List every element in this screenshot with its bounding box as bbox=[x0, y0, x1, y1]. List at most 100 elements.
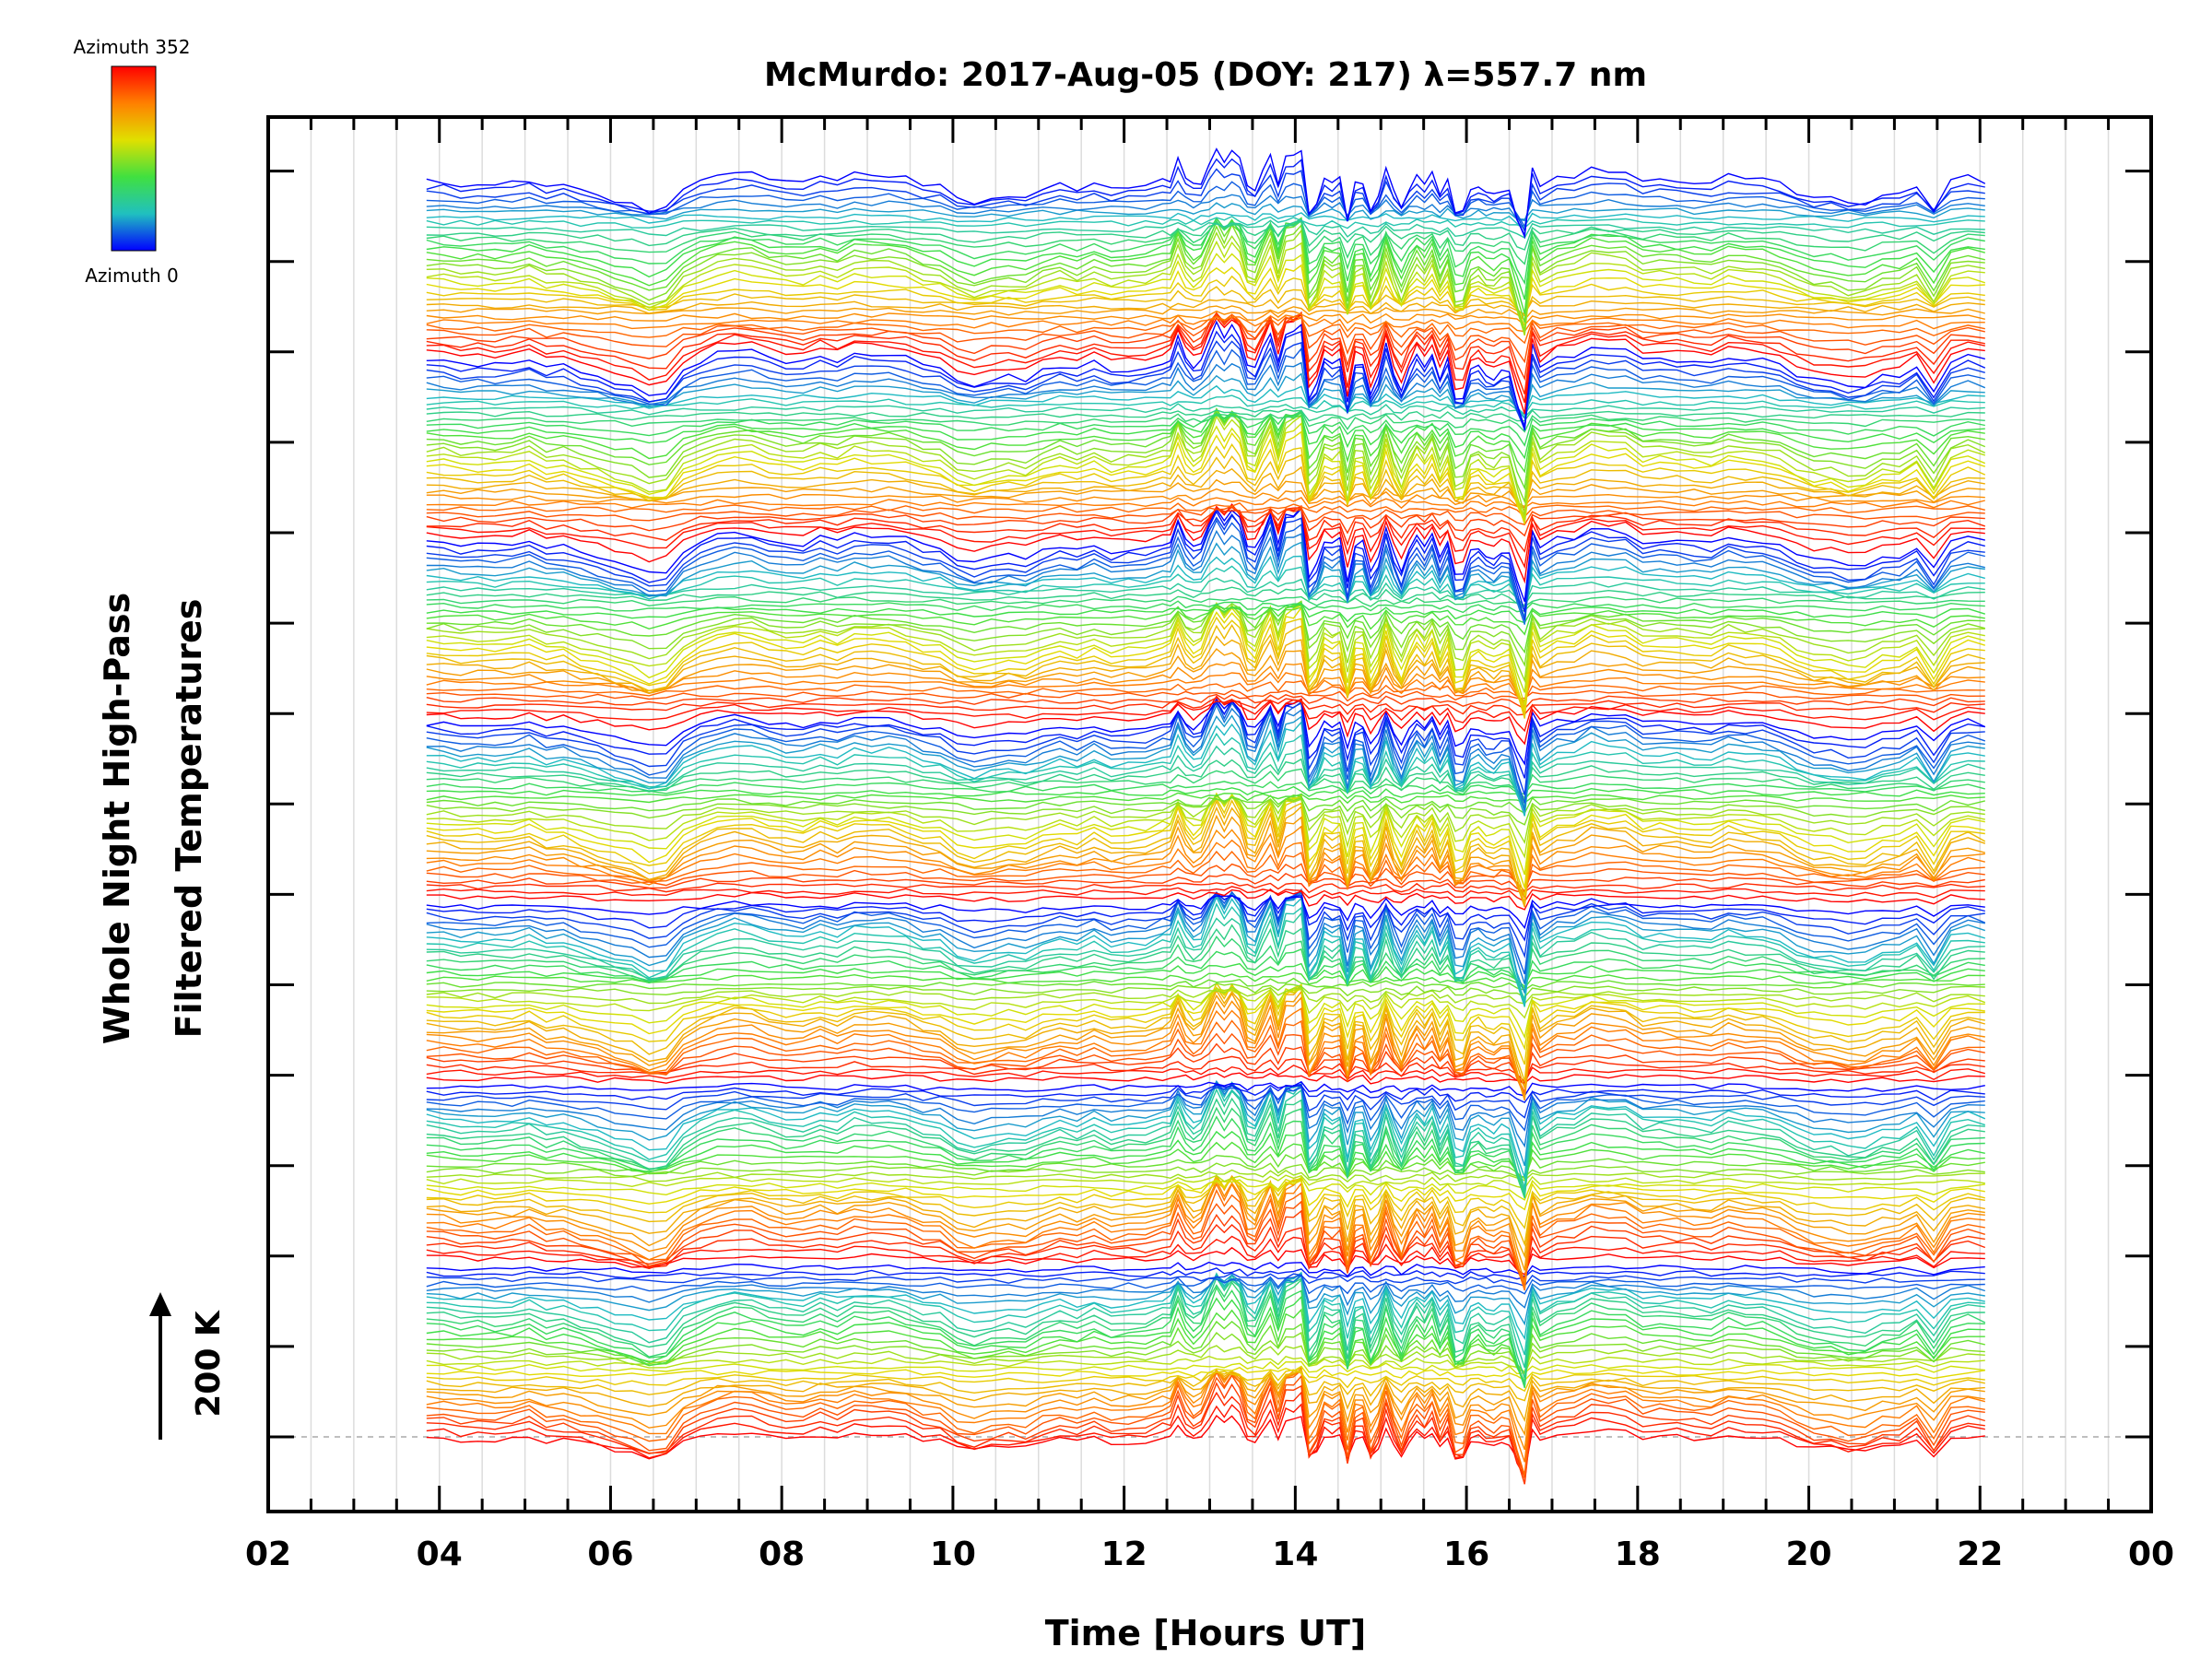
azimuth-trace bbox=[426, 1286, 1985, 1388]
azimuth-trace bbox=[426, 478, 1985, 508]
azimuth-trace bbox=[426, 1320, 1985, 1383]
azimuth-trace bbox=[426, 1414, 1985, 1477]
azimuth-trace bbox=[426, 1278, 1986, 1385]
azimuth-trace bbox=[426, 394, 1985, 416]
x-tick-label: 22 bbox=[1957, 1535, 2003, 1573]
azimuth-trace bbox=[426, 982, 1985, 998]
azimuth-trace bbox=[426, 793, 1985, 897]
x-tick-label: 00 bbox=[2128, 1535, 2174, 1573]
azimuth-trace bbox=[426, 565, 1985, 613]
azimuth-trace bbox=[426, 882, 1985, 894]
azimuth-trace bbox=[426, 895, 1985, 930]
azimuth-trace bbox=[426, 794, 1985, 815]
x-tick-label: 04 bbox=[417, 1535, 463, 1573]
azimuth-trace bbox=[426, 698, 1985, 733]
x-axis-label: Time [Hours UT] bbox=[1045, 1613, 1367, 1653]
azimuth-trace bbox=[426, 384, 1985, 417]
azimuth-trace bbox=[426, 519, 1985, 620]
colorbar-bottom-label: Azimuth 0 bbox=[85, 265, 179, 287]
azimuth-trace bbox=[426, 935, 1985, 1002]
azimuth-trace bbox=[426, 1084, 1985, 1103]
azimuth-trace bbox=[426, 785, 1985, 801]
azimuth-trace bbox=[426, 411, 1986, 515]
azimuth-trace bbox=[426, 1177, 1985, 1230]
azimuth-trace bbox=[426, 507, 1985, 613]
azimuth-trace bbox=[426, 1374, 1985, 1479]
azimuth-trace bbox=[426, 314, 1985, 333]
azimuth-trace bbox=[426, 529, 1985, 625]
x-tick-label: 12 bbox=[1101, 1535, 1147, 1573]
azimuth-trace bbox=[426, 1355, 1985, 1375]
azimuth-trace bbox=[426, 430, 1986, 525]
azimuth-trace bbox=[426, 983, 1985, 1051]
azimuth-trace bbox=[426, 839, 1985, 900]
x-tick-label: 14 bbox=[1272, 1535, 1318, 1573]
azimuth-trace bbox=[426, 693, 1985, 710]
azimuth-trace bbox=[426, 602, 1985, 706]
chart-title: McMurdo: 2017-Aug-05 (DOY: 217) λ=557.7 … bbox=[764, 56, 1647, 94]
azimuth-trace bbox=[426, 1080, 1985, 1097]
azimuth-trace bbox=[426, 320, 1985, 429]
azimuth-trace bbox=[426, 372, 1985, 420]
azimuth-trace bbox=[426, 310, 1985, 326]
colorbar bbox=[111, 65, 157, 252]
azimuth-trace bbox=[426, 1115, 1985, 1194]
azimuth-trace bbox=[426, 422, 1986, 523]
azimuth-trace bbox=[426, 168, 1985, 233]
scale-arrow bbox=[149, 1292, 171, 1440]
y-axis-label-line1: Whole Night High-Pass bbox=[97, 593, 137, 1044]
azimuth-trace bbox=[426, 217, 1985, 300]
azimuth-trace bbox=[426, 505, 1985, 603]
azimuth-trace bbox=[426, 194, 1985, 222]
azimuth-trace bbox=[426, 218, 1985, 239]
azimuth-trace bbox=[426, 1141, 1985, 1189]
x-tick-label: 06 bbox=[587, 1535, 633, 1573]
azimuth-trace bbox=[426, 1345, 1985, 1375]
azimuth-trace bbox=[426, 305, 1985, 321]
azimuth-trace bbox=[426, 1223, 1986, 1283]
azimuth-trace bbox=[426, 1085, 1985, 1132]
azimuth-trace bbox=[426, 1308, 1985, 1384]
trace-stack bbox=[426, 147, 1986, 1485]
azimuth-trace bbox=[426, 1032, 1985, 1095]
azimuth-trace bbox=[426, 1209, 1985, 1288]
azimuth-trace bbox=[426, 1370, 1985, 1423]
azimuth-trace bbox=[426, 616, 1985, 719]
azimuth-trace bbox=[426, 924, 1985, 1003]
azimuth-trace bbox=[426, 1055, 1985, 1083]
azimuth-trace bbox=[426, 732, 1985, 812]
azimuth-trace bbox=[426, 1182, 1985, 1290]
azimuth-trace bbox=[426, 850, 1985, 898]
azimuth-trace bbox=[426, 962, 1985, 988]
azimuth-trace bbox=[426, 1295, 1985, 1388]
azimuth-trace bbox=[426, 912, 1985, 1004]
azimuth-trace bbox=[426, 505, 1985, 526]
azimuth-trace bbox=[426, 1272, 1985, 1341]
azimuth-trace bbox=[426, 1360, 1985, 1375]
azimuth-trace bbox=[426, 768, 1985, 800]
azimuth-trace bbox=[426, 1177, 1985, 1211]
azimuth-trace bbox=[426, 286, 1985, 317]
azimuth-trace bbox=[426, 895, 1985, 1006]
azimuth-trace bbox=[426, 604, 1985, 636]
azimuth-trace bbox=[426, 1369, 1985, 1393]
azimuth-trace bbox=[426, 720, 1985, 817]
azimuth-trace bbox=[426, 541, 1985, 619]
azimuth-trace bbox=[426, 555, 1985, 618]
azimuth-trace bbox=[426, 1382, 1985, 1484]
azimuth-trace bbox=[426, 947, 1985, 992]
azimuth-trace bbox=[426, 361, 1986, 429]
azimuth-trace bbox=[426, 1246, 1985, 1276]
azimuth-trace bbox=[426, 1169, 1985, 1182]
azimuth-trace bbox=[426, 212, 1985, 228]
azimuth-trace bbox=[426, 1272, 1985, 1288]
azimuth-trace bbox=[426, 264, 1985, 328]
azimuth-trace bbox=[426, 409, 1985, 433]
azimuth-trace bbox=[426, 1235, 1985, 1280]
azimuth-trace bbox=[426, 672, 1985, 703]
azimuth-trace bbox=[426, 1072, 1985, 1085]
azimuth-trace bbox=[426, 892, 1985, 942]
x-tick-label: 02 bbox=[245, 1535, 291, 1573]
azimuth-trace bbox=[426, 902, 1985, 1007]
azimuth-trace bbox=[426, 1275, 1986, 1309]
